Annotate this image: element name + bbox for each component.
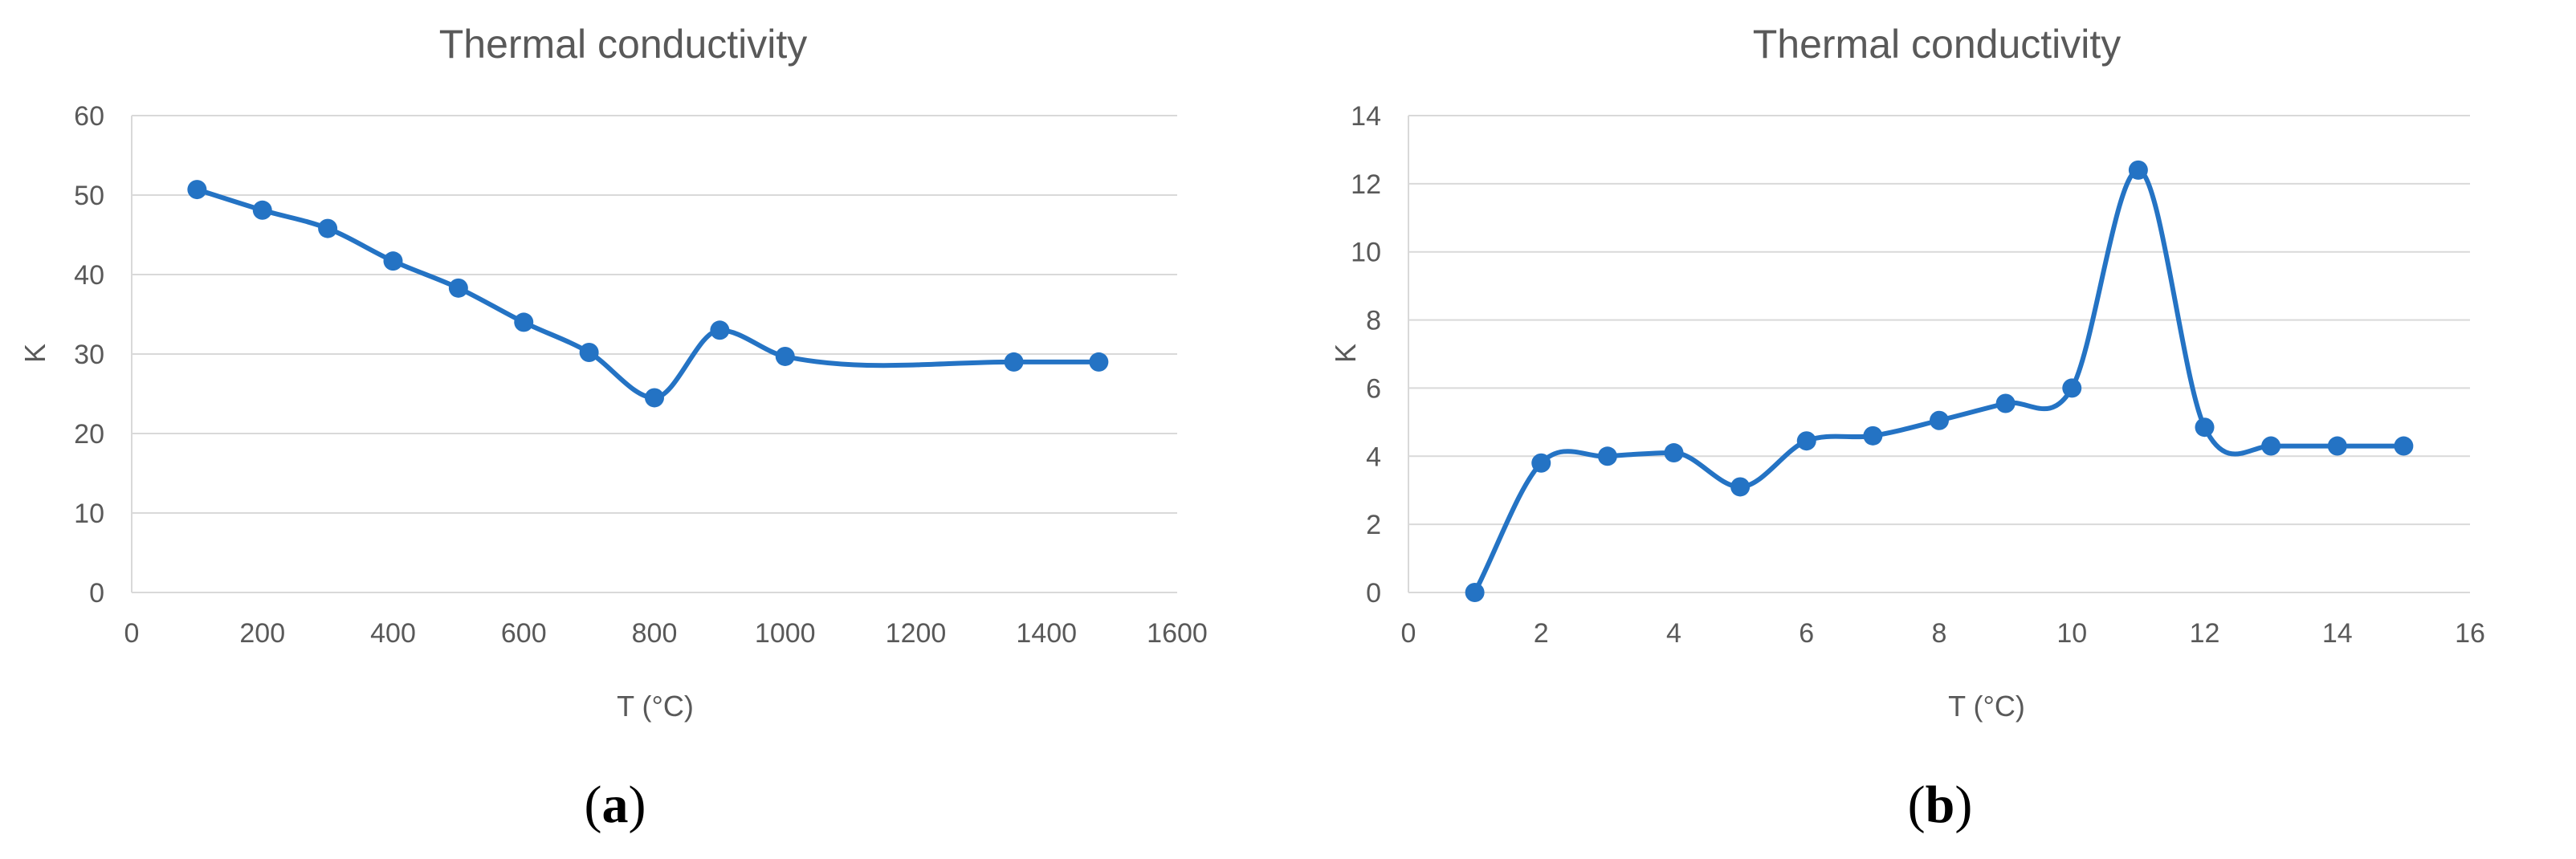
chart-a: Thermal conductivity 0 10 20 30 40 50 60 0 200 4… xyxy=(18,22,1208,834)
y-tick-label: 30 xyxy=(74,340,104,370)
y-tick-label: 2 xyxy=(1366,510,1381,540)
y-tick-label: 10 xyxy=(1351,238,1381,268)
data-point xyxy=(2394,436,2414,456)
y-tick-label: 10 xyxy=(74,499,104,529)
x-tick-label: 4 xyxy=(1666,618,1681,649)
x-tick-label: 8 xyxy=(1932,618,1947,649)
chart-b-title: Thermal conductivity xyxy=(1753,22,2122,67)
x-tick-label: 200 xyxy=(239,618,285,649)
data-point xyxy=(1796,431,1816,451)
y-tick-label: 60 xyxy=(74,101,104,132)
data-point xyxy=(1089,352,1109,372)
chart-b-y-tick-labels: 0 2 4 6 8 10 12 14 xyxy=(1351,101,1381,609)
x-tick-label: 400 xyxy=(370,618,416,649)
data-point xyxy=(1004,352,1024,372)
data-point xyxy=(1664,443,1684,463)
data-point xyxy=(579,343,599,363)
x-tick-label: 0 xyxy=(1401,618,1416,649)
y-tick-label: 20 xyxy=(74,419,104,450)
chart-a-x-tick-labels: 0 200 400 600 800 1000 1200 1400 1600 xyxy=(124,618,1208,649)
data-point xyxy=(1597,446,1617,466)
x-tick-label: 6 xyxy=(1799,618,1814,649)
y-tick-label: 4 xyxy=(1366,442,1381,472)
data-point xyxy=(2327,436,2347,456)
data-point xyxy=(187,180,207,200)
x-tick-label: 14 xyxy=(2322,618,2353,649)
chart-a-y-axis-label: K xyxy=(18,344,51,363)
data-point xyxy=(318,218,338,238)
chart-a-panel-label: (a) xyxy=(585,776,646,834)
chart-b-y-axis-label: K xyxy=(1329,344,1362,363)
data-point xyxy=(1730,477,1751,497)
chart-a-gridlines xyxy=(131,115,1177,593)
chart-a-y-tick-labels: 0 10 20 30 40 50 60 xyxy=(74,101,104,609)
x-tick-label: 0 xyxy=(124,618,140,649)
y-tick-label: 40 xyxy=(74,260,104,291)
data-point xyxy=(2062,378,2082,398)
x-tick-label: 16 xyxy=(2455,618,2485,649)
series-line xyxy=(1472,167,2407,595)
data-point xyxy=(2195,417,2215,438)
x-tick-label: 12 xyxy=(2190,618,2220,649)
y-tick-label: 12 xyxy=(1351,169,1381,200)
chart-a-panel-letter: a xyxy=(602,776,629,834)
x-tick-label: 1200 xyxy=(886,618,947,649)
x-tick-label: 800 xyxy=(632,618,678,649)
chart-b-series xyxy=(1465,160,2414,602)
data-point xyxy=(252,200,272,220)
chart-b-panel-label: (b) xyxy=(1908,776,1973,834)
data-point xyxy=(1465,583,1485,602)
y-tick-label: 0 xyxy=(89,578,104,609)
data-point xyxy=(1863,425,1883,446)
y-tick-label: 14 xyxy=(1351,101,1381,132)
data-point xyxy=(710,320,730,340)
x-tick-label: 10 xyxy=(2056,618,2087,649)
chart-a-series xyxy=(187,180,1109,408)
x-tick-label: 2 xyxy=(1534,618,1549,649)
y-tick-label: 6 xyxy=(1366,373,1381,404)
y-tick-label: 0 xyxy=(1366,578,1381,609)
y-tick-label: 50 xyxy=(74,181,104,211)
chart-b: Thermal conductivity 0 2 4 6 8 10 12 14 0 2 4 6 8 10… xyxy=(1329,22,2485,834)
data-point xyxy=(775,346,795,366)
chart-b-x-axis-label: T (°C) xyxy=(1948,690,2025,723)
chart-b-gridlines xyxy=(1408,115,2470,593)
chart-a-title: Thermal conductivity xyxy=(439,22,808,67)
x-tick-label: 1000 xyxy=(755,618,816,649)
data-point xyxy=(448,278,468,298)
data-point xyxy=(383,251,403,271)
data-point xyxy=(2128,160,2148,180)
x-tick-label: 1400 xyxy=(1016,618,1077,649)
chart-b-x-tick-labels: 0 2 4 6 8 10 12 14 16 xyxy=(1401,618,2485,649)
data-point xyxy=(2261,436,2281,456)
x-tick-label: 1600 xyxy=(1147,618,1208,649)
y-tick-label: 8 xyxy=(1366,306,1381,336)
data-point xyxy=(1995,393,2016,413)
data-point xyxy=(645,388,664,408)
chart-a-x-axis-label: T (°C) xyxy=(617,690,694,723)
x-tick-label: 600 xyxy=(501,618,547,649)
data-point xyxy=(1930,410,1949,430)
chart-b-panel-letter: b xyxy=(1926,776,1955,834)
data-point xyxy=(1531,453,1551,473)
data-point xyxy=(514,312,534,332)
